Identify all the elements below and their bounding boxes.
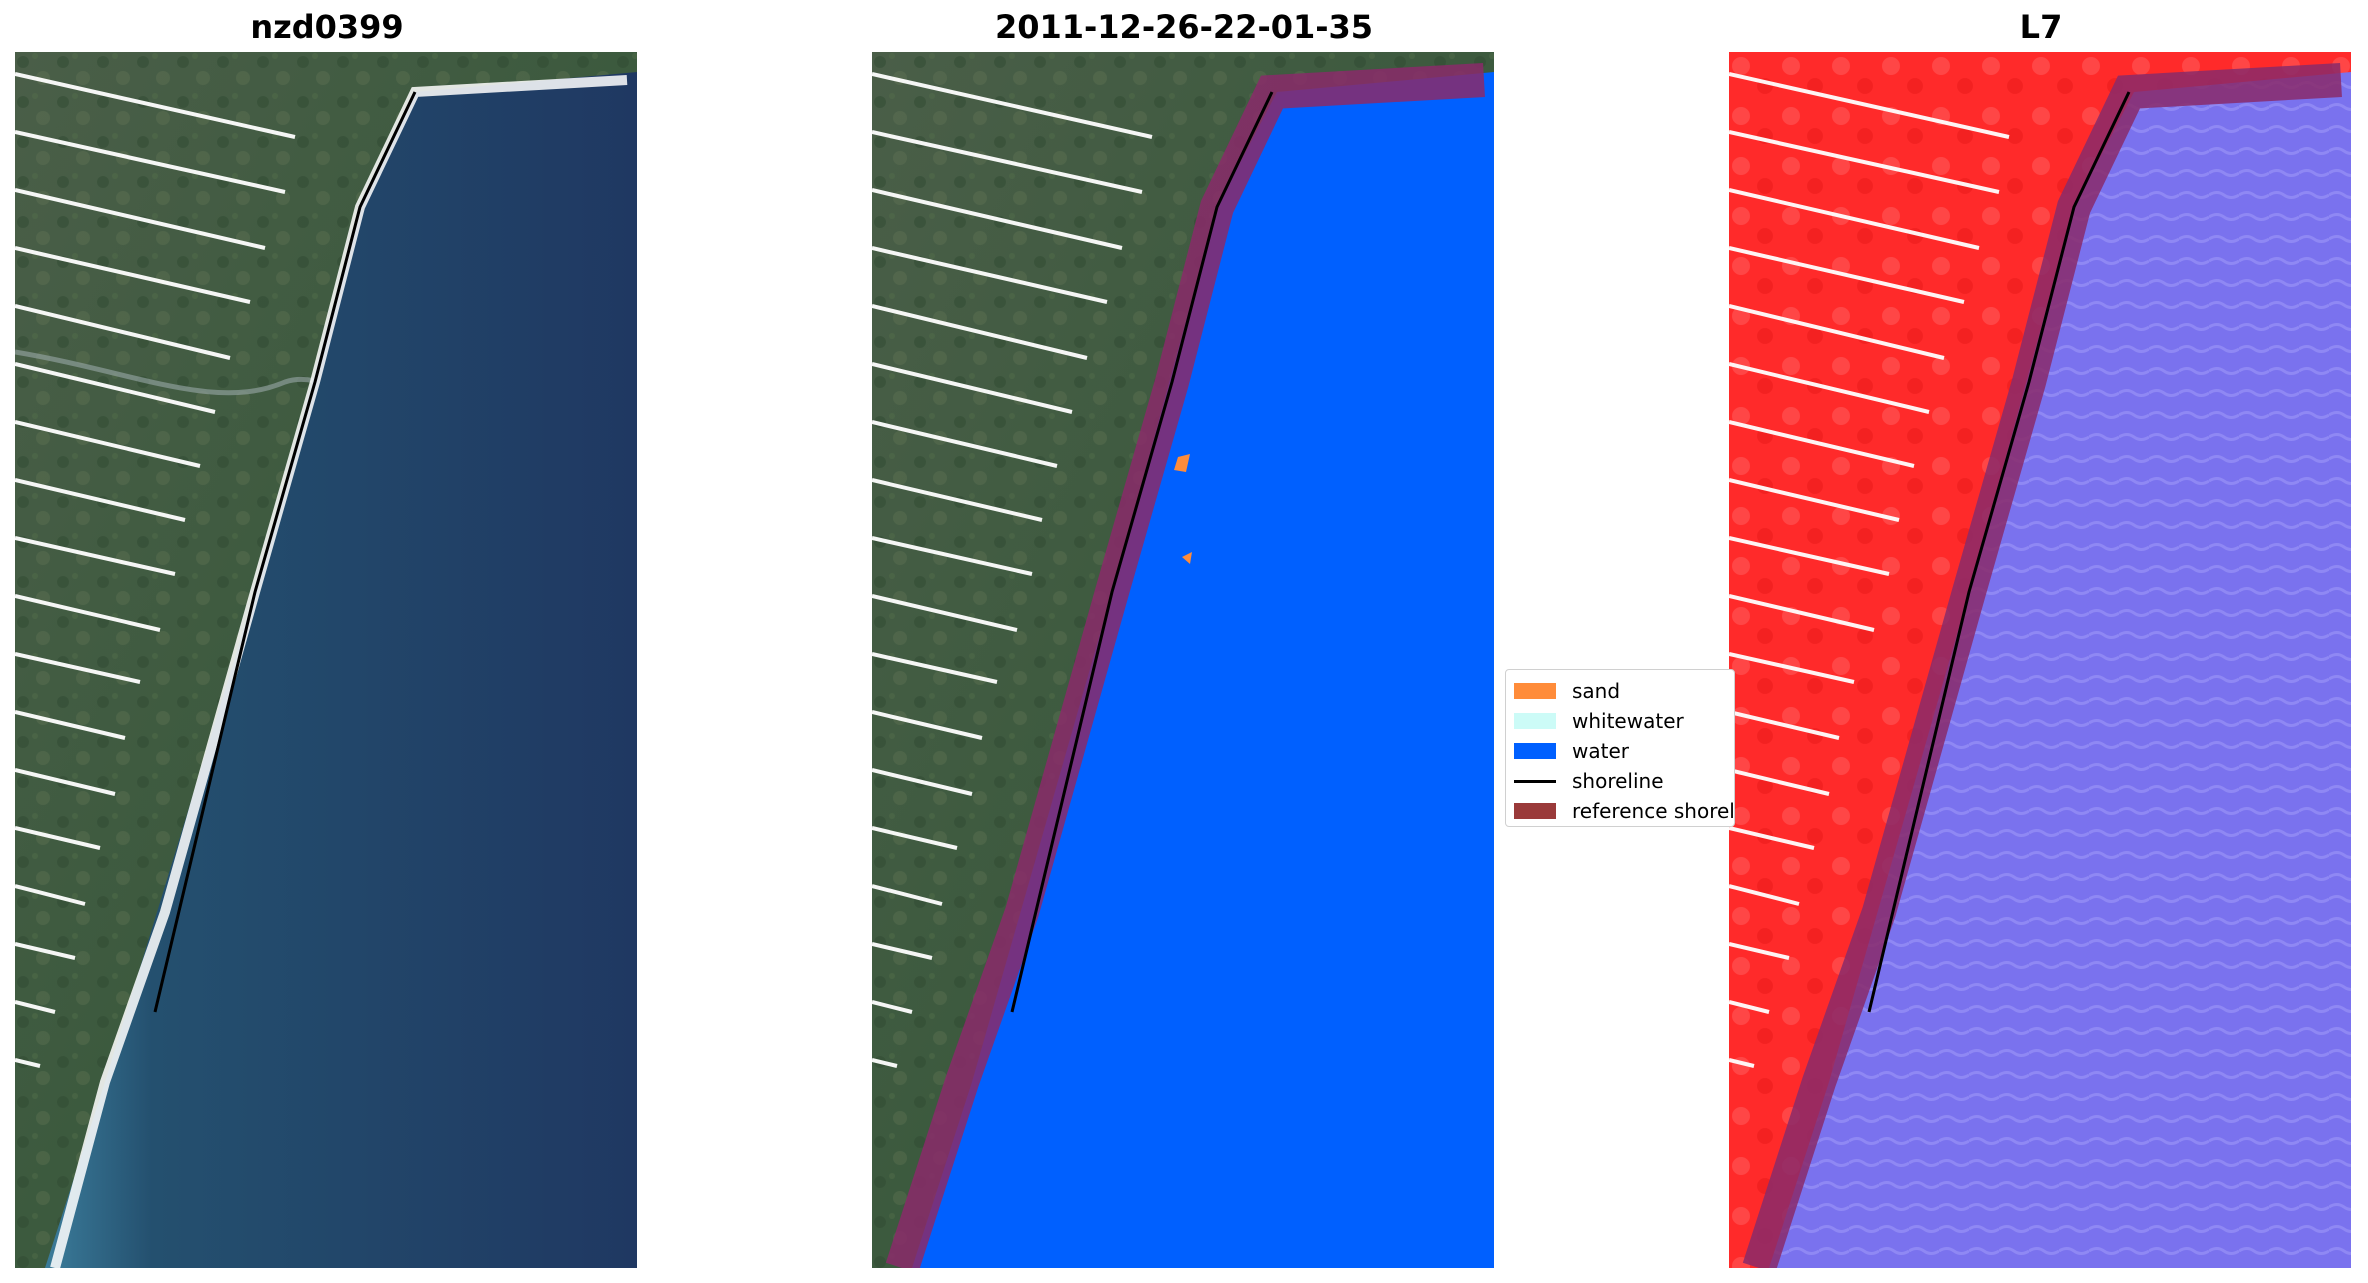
legend-swatch-water bbox=[1514, 743, 1556, 759]
panel-title-classification: 2011-12-26-22-01-35 bbox=[994, 8, 1374, 46]
ndwi-image bbox=[1729, 52, 2351, 1268]
rgb-image bbox=[15, 52, 637, 1268]
legend-label-water: water bbox=[1572, 739, 1629, 763]
legend-item-reference-shoreline: reference shoreline bbox=[1514, 796, 1734, 826]
legend-item-sand: sand bbox=[1514, 676, 1726, 706]
legend-swatch-sand bbox=[1514, 683, 1556, 699]
legend-swatch-shoreline bbox=[1514, 779, 1556, 783]
classification-image bbox=[872, 52, 1494, 1268]
legend-label-shoreline: shoreline bbox=[1572, 769, 1664, 793]
legend-item-water: water bbox=[1514, 736, 1726, 766]
legend-label-sand: sand bbox=[1572, 679, 1621, 703]
rgb-image-panel bbox=[15, 52, 637, 1268]
legend-item-shoreline: shoreline bbox=[1514, 766, 1726, 796]
panel-title-rgb: nzd0399 bbox=[250, 8, 404, 46]
panel-title-ndwi: L7 bbox=[2019, 8, 2063, 46]
legend-swatch-reference-shoreline bbox=[1514, 803, 1556, 819]
legend: sand whitewater water shoreline referenc… bbox=[1505, 669, 1735, 827]
ndwi-panel bbox=[1729, 52, 2351, 1268]
legend-item-whitewater: whitewater bbox=[1514, 706, 1726, 736]
legend-swatch-whitewater bbox=[1514, 713, 1556, 729]
legend-label-whitewater: whitewater bbox=[1572, 709, 1684, 733]
legend-label-reference-shoreline: reference shoreline bbox=[1572, 799, 1735, 823]
classification-panel bbox=[872, 52, 1494, 1268]
